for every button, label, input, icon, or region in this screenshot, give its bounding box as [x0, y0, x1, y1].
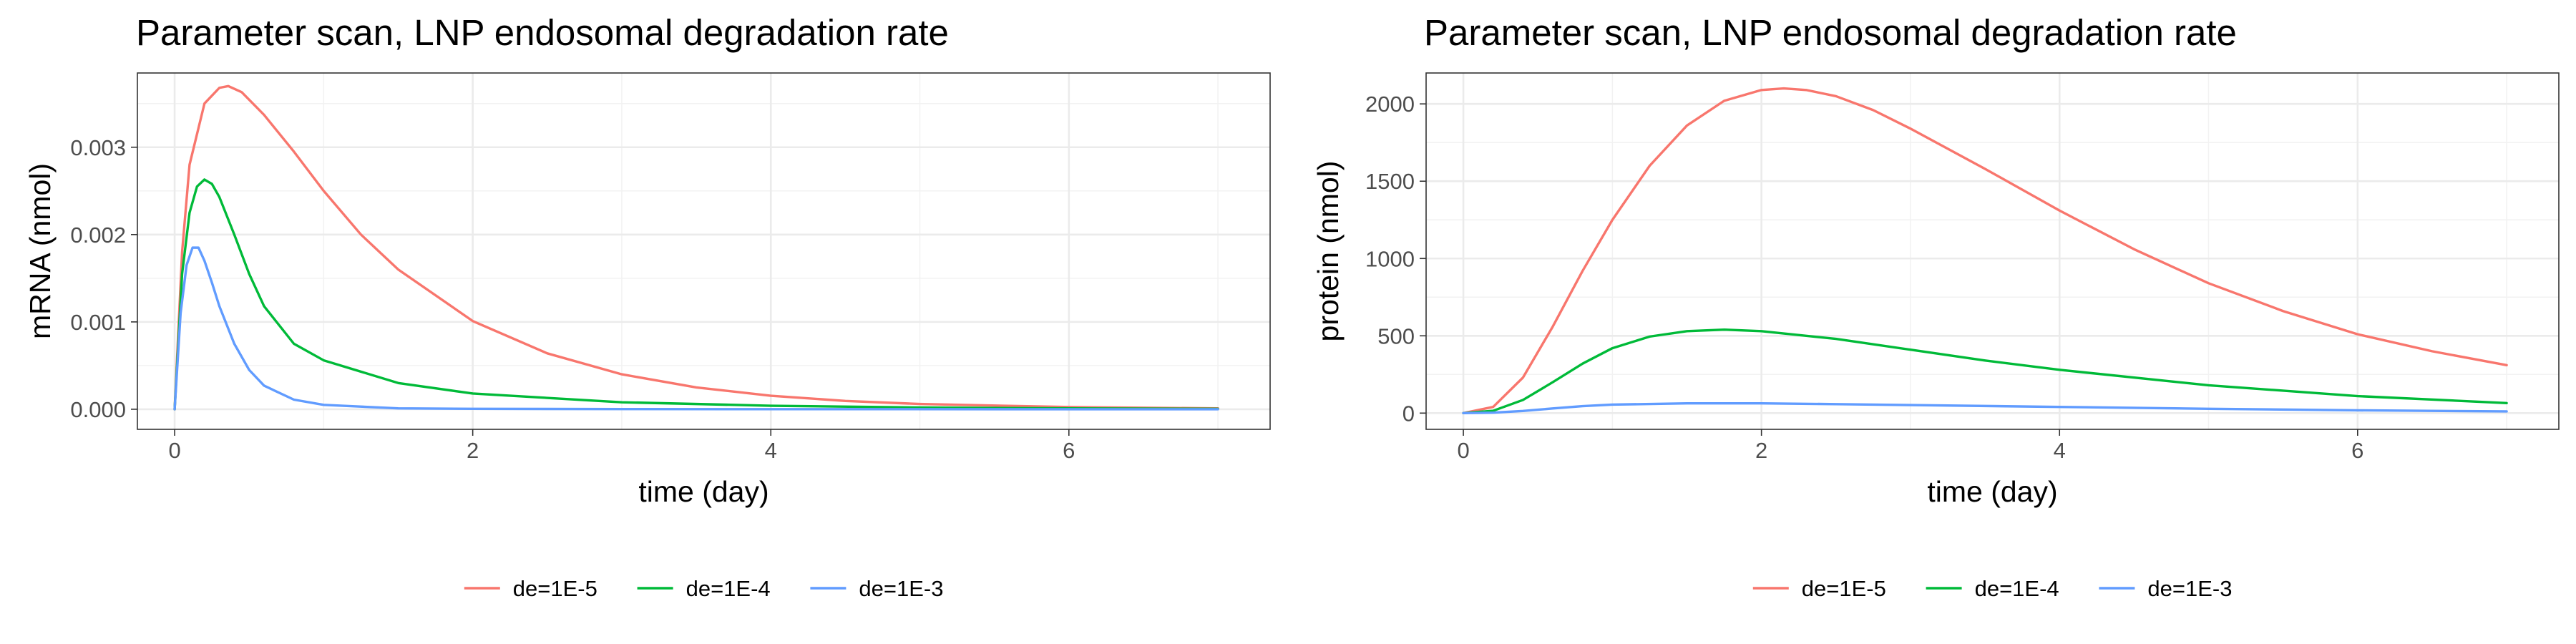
x-tick-label: 2: [1755, 438, 1767, 463]
y-tick-label: 0.001: [70, 310, 126, 335]
y-tick-label: 2000: [1365, 92, 1415, 117]
x-tick-label: 2: [467, 438, 479, 463]
legend: de=1E-5 de=1E-4 de=1E-3: [1752, 576, 2232, 601]
y-tick-label: 0.000: [70, 397, 126, 422]
y-tick-label: 1500: [1365, 169, 1415, 194]
series-line-0: [173, 84, 1219, 411]
protein-chart: Parameter scan, LNP endosomal degradatio…: [1312, 12, 2560, 601]
legend-label-0: de=1E-5: [513, 576, 597, 601]
series-line-2: [1462, 402, 2508, 415]
y-axis-label: protein (nmol): [1312, 161, 1345, 342]
series-line-1: [173, 178, 1219, 411]
y-tick-label: 0: [1402, 401, 1415, 426]
x-tick-label: 4: [2054, 438, 2066, 463]
chart-panel-mrna: Parameter scan, LNP endosomal degradatio…: [24, 12, 1271, 601]
chart-title: Parameter scan, LNP endosomal degradatio…: [1424, 12, 2237, 53]
x-tick-label: 0: [1457, 438, 1469, 463]
x-axis-label: time (day): [638, 475, 769, 508]
x-tick-label: 0: [168, 438, 180, 463]
chart-panel-protein: Parameter scan, LNP endosomal degradatio…: [1288, 0, 2576, 644]
legend-label-2: de=1E-3: [2147, 576, 2232, 601]
plot-panel-border: [137, 72, 1271, 430]
mrna-chart: Parameter scan, LNP endosomal degradatio…: [24, 12, 1271, 601]
legend-label-2: de=1E-3: [859, 576, 943, 601]
legend-label-1: de=1E-4: [686, 576, 771, 601]
x-tick-label: 4: [765, 438, 777, 463]
legend-label-0: de=1E-5: [1802, 576, 1886, 601]
y-tick-label: 1000: [1365, 246, 1415, 271]
y-tick-label: 0.003: [70, 135, 126, 160]
legend: de=1E-5 de=1E-4 de=1E-3: [464, 576, 943, 601]
x-axis-label: time (day): [1927, 475, 2057, 508]
plot-panel-border: [1425, 72, 2560, 430]
x-tick-label: 6: [2351, 438, 2363, 463]
chart-title: Parameter scan, LNP endosomal degradatio…: [136, 12, 949, 53]
series-line-1: [1462, 328, 2508, 415]
x-tick-label: 6: [1063, 438, 1075, 463]
series-line-0: [1462, 87, 2508, 415]
y-tick-label: 500: [1377, 323, 1415, 348]
series-line-2: [173, 246, 1219, 411]
legend-label-1: de=1E-4: [1975, 576, 2059, 601]
y-axis-label: mRNA (nmol): [24, 163, 57, 339]
y-tick-label: 0.002: [70, 223, 126, 248]
